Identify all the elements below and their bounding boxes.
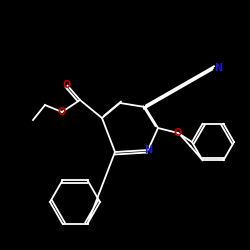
Text: O: O xyxy=(174,128,182,138)
Text: O: O xyxy=(58,107,66,117)
Text: N: N xyxy=(214,63,222,73)
Text: N: N xyxy=(144,145,152,155)
Text: O: O xyxy=(63,80,71,90)
